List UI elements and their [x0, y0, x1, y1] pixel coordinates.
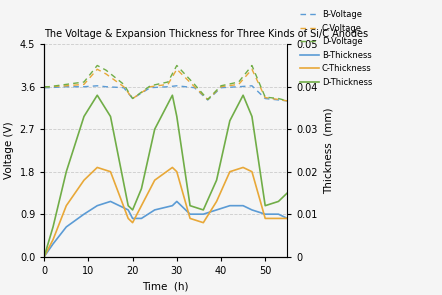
Y-axis label: Thickness  (mm): Thickness (mm) — [324, 107, 333, 194]
X-axis label: Time  (h): Time (h) — [142, 281, 189, 291]
Legend: B-Voltage, C-Voltage, D-Voltage, B-Thickness, C-Thickness, D-Thickness: B-Voltage, C-Voltage, D-Voltage, B-Thick… — [300, 10, 372, 87]
Text: The Voltage & Expansion Thickness for Three Kinds of Si/C Anodes: The Voltage & Expansion Thickness for Th… — [44, 29, 368, 39]
Y-axis label: Voltage (V): Voltage (V) — [4, 122, 14, 179]
